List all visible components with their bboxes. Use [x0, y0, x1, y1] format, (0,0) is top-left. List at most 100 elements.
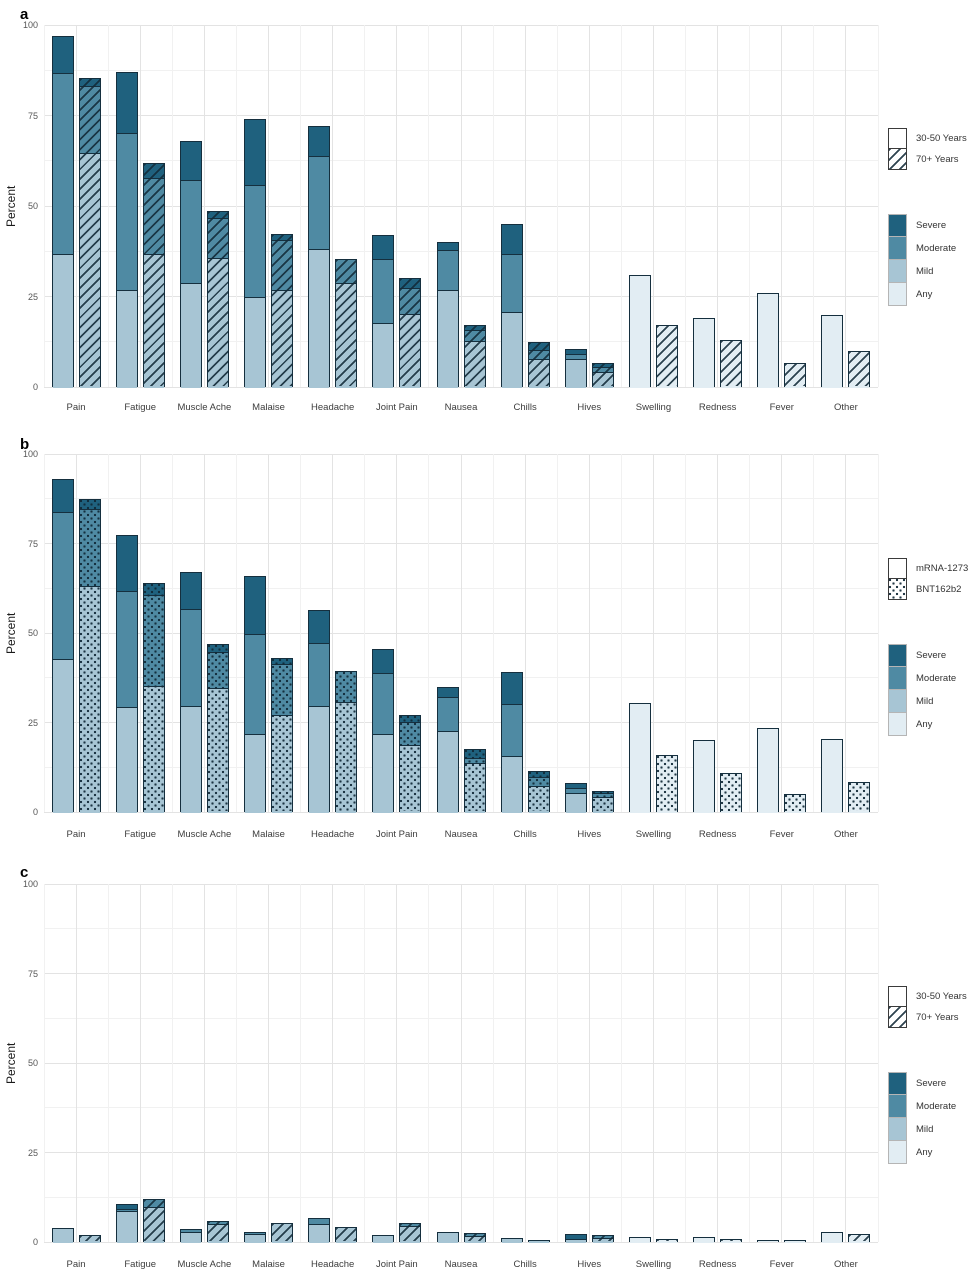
bar-segment-any: [656, 326, 677, 388]
bar-30-50-years-headache: [308, 126, 331, 388]
bar-30-50-years-joint-pain: [372, 1234, 395, 1243]
bar-segment-severe: [143, 583, 164, 595]
bar-segment-mild: [501, 311, 522, 388]
bar-segment-moderate: [143, 594, 164, 686]
panel-letter: a: [20, 6, 29, 23]
bar-segment-moderate: [180, 179, 201, 283]
gridline-vertical-major: [781, 454, 783, 812]
bar-30-50-years-hives: [564, 1234, 587, 1243]
y-axis-tick: 100: [22, 20, 38, 30]
panel-letter: b: [20, 436, 30, 453]
x-category-label: Malaise: [252, 1259, 285, 1270]
severity-legend-item: Mild: [888, 690, 956, 713]
panel-letter: c: [20, 864, 29, 881]
bar-segment-any: [656, 1240, 677, 1243]
bar-30-50-years-redness: [693, 318, 716, 388]
legend-swatch-plain: [888, 986, 907, 1007]
bar-segment-moderate: [565, 787, 586, 794]
bar-70-years-hives: [591, 363, 614, 388]
x-category-label: Joint Pain: [375, 829, 418, 840]
bar-segment-mild: [528, 786, 549, 813]
bar-30-50-years-nausea: [436, 1231, 459, 1243]
bar-segment-any: [822, 1232, 843, 1243]
bar-segment-severe: [180, 573, 201, 609]
bar-segment-severe: [373, 650, 394, 674]
bar-segment-severe: [400, 279, 421, 289]
bar-segment-moderate: [79, 508, 100, 586]
bar-segment-mild: [79, 152, 100, 388]
bar-70-years-malaise: [271, 233, 294, 388]
bar-mrna-1273-pain: [51, 479, 74, 813]
bar-30-50-years-malaise: [244, 119, 267, 388]
bar-bnt162b2-malaise: [271, 658, 294, 813]
chart-panel-c: c Percent 0 25 50 75 100 Pain Fatigue Muscle Ache…: [0, 858, 978, 1280]
legend-swatch-mild: [888, 690, 907, 713]
gridline-horizontal-major: [44, 811, 878, 813]
gridline-vertical-major: [588, 25, 590, 387]
bar-segment-mild: [437, 730, 458, 813]
bar-segment-mild: [245, 297, 266, 388]
bar-segment-any: [822, 315, 843, 388]
gridline-vertical-minor: [300, 25, 302, 387]
legend-swatch-severe: [888, 1072, 907, 1095]
severity-legend-item: Severe: [888, 644, 956, 667]
bar-segment-mild: [400, 313, 421, 388]
bar-segment-any: [694, 1237, 715, 1243]
gridline-vertical-major: [460, 884, 462, 1242]
legend-label: Any: [916, 1147, 933, 1158]
gridline-vertical-minor: [749, 25, 751, 387]
bar-segment-mild: [565, 793, 586, 813]
bar-70-years-headache: [335, 258, 358, 388]
bar-30-50-years-chills: [500, 224, 523, 388]
bar-bnt162b2-other: [848, 781, 871, 813]
gridline-vertical-minor: [556, 25, 558, 387]
bar-segment-severe: [309, 127, 330, 157]
legend-swatch-severe: [888, 644, 907, 667]
severity-legend-item: Moderate: [888, 237, 956, 260]
bar-bnt162b2-muscle-ache: [206, 643, 229, 813]
x-category-label: Redness: [698, 402, 737, 413]
bar-segment-severe: [437, 243, 458, 251]
legend-swatch-moderate: [888, 667, 907, 690]
bar-segment-severe: [79, 78, 100, 86]
bar-70-years-nausea: [463, 1233, 486, 1243]
x-category-label: Fatigue: [124, 829, 157, 840]
bar-70-years-swelling: [655, 325, 678, 388]
x-category-label: Joint Pain: [375, 402, 418, 413]
bar-segment-any: [785, 795, 806, 813]
bar-segment-mild: [336, 283, 357, 388]
y-axis-tick: 50: [27, 1058, 38, 1068]
bar-segment-mild: [272, 1223, 293, 1243]
bar-segment-moderate: [336, 259, 357, 284]
bar-segment-mild: [592, 796, 613, 813]
severity-legend: Severe Moderate Mild Any: [888, 1072, 956, 1164]
bar-70-years-malaise: [271, 1222, 294, 1243]
severity-legend: Severe Moderate Mild Any: [888, 644, 956, 736]
gridline-vertical-major: [396, 884, 398, 1242]
gridline-vertical-major: [332, 884, 334, 1242]
bar-segment-severe: [207, 644, 228, 652]
gridline-vertical-minor: [364, 884, 366, 1242]
bar-segment-mild: [464, 762, 485, 813]
bar-segment-mild: [143, 1207, 164, 1243]
bar-bnt162b2-hives: [591, 790, 614, 813]
legend-swatch-mild: [888, 1118, 907, 1141]
bar-30-50-years-other: [821, 1231, 844, 1243]
bar-segment-any: [758, 728, 779, 813]
bar-segment-severe: [52, 36, 73, 74]
bar-bnt162b2-nausea: [463, 749, 486, 813]
y-axis-tick: 75: [27, 538, 38, 549]
bar-segment-mild: [207, 257, 228, 388]
severity-legend-item: Any: [888, 283, 956, 306]
chart-panel-a: a Percent 0 25 50 75 100 Pain Fatigue Muscle Ache…: [0, 0, 978, 430]
x-category-label: Muscle Ache: [177, 402, 232, 413]
gridline-vertical-major: [139, 884, 141, 1242]
bar-segment-mild: [565, 359, 586, 388]
bar-segment-moderate: [400, 288, 421, 314]
gridline-vertical-major: [268, 454, 270, 812]
bar-bnt162b2-chills: [527, 770, 550, 813]
y-axis-tick: 75: [27, 968, 38, 979]
legend-swatch-any: [888, 1141, 907, 1164]
legend-swatch-mild: [888, 260, 907, 283]
bar-mrna-1273-other: [821, 738, 844, 813]
